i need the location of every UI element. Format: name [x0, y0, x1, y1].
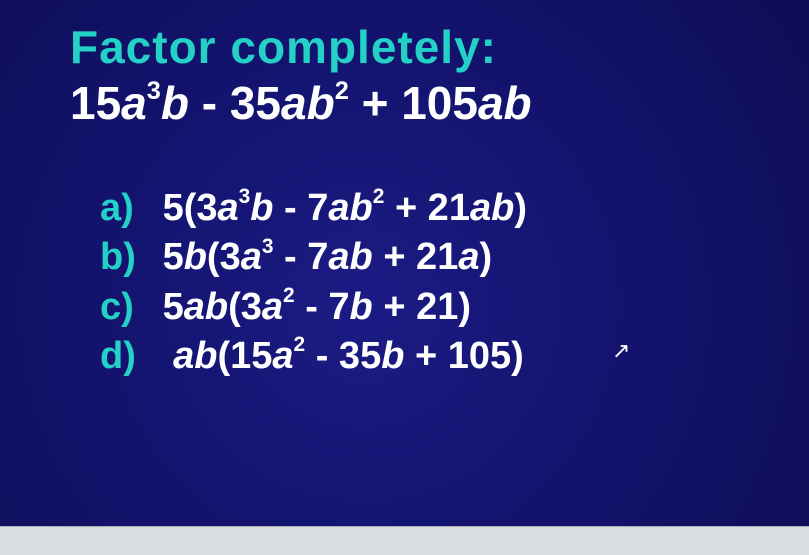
option-math: ab(15a2 - 35b + 105): [163, 335, 524, 377]
option-math: 5(3a3b - 7ab2 + 21ab): [163, 187, 527, 229]
slide-container: Factor completely: 15a3b - 35ab2 + 105ab…: [0, 0, 809, 392]
option-c[interactable]: c) 5ab(3a2 - 7b + 21): [100, 283, 779, 332]
option-b[interactable]: b) 5b(3a3 - 7ab + 21a): [100, 233, 779, 282]
option-d[interactable]: d) ab(15a2 - 35b + 105): [100, 332, 779, 381]
option-letter: a): [100, 184, 152, 233]
window-bottom-bar: [0, 526, 809, 555]
problem-expression: 15a3b - 35ab2 + 105ab: [70, 76, 779, 130]
option-letter: b): [100, 233, 152, 282]
answer-options: a) 5(3a3b - 7ab2 + 21ab) b) 5b(3a3 - 7ab…: [70, 184, 779, 382]
option-letter: d): [100, 332, 152, 381]
option-math: 5ab(3a2 - 7b + 21): [163, 286, 471, 328]
option-a[interactable]: a) 5(3a3b - 7ab2 + 21ab): [100, 184, 779, 233]
slide-heading: Factor completely:: [70, 20, 779, 74]
option-math: 5b(3a3 - 7ab + 21a): [163, 236, 493, 278]
option-letter: c): [100, 283, 152, 332]
